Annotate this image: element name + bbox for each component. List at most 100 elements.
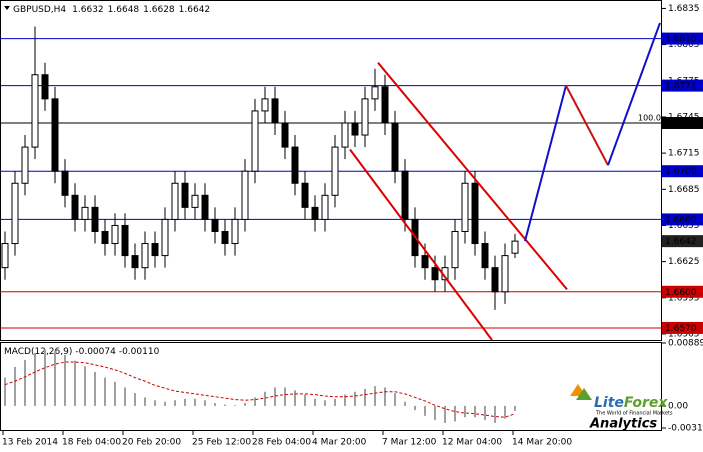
candle-body	[91, 206, 99, 232]
main-frame	[0, 0, 662, 341]
level-label-box	[662, 79, 703, 92]
macd-header: MACD(12,26,9) -0.00074 -0.00110	[4, 347, 160, 357]
candle-body	[191, 194, 199, 208]
current-price-box	[662, 235, 703, 248]
current-price: 1.6642	[665, 237, 697, 247]
candle-body	[371, 86, 379, 100]
candle-body	[361, 98, 369, 136]
header: GBPUSD,H4 1.6632 1.6648 1.6628 1.6642	[13, 5, 210, 15]
y-tick-label: 1.6685	[668, 185, 700, 195]
logo-tagline: The World of Financial Markets	[595, 411, 673, 417]
candle-body	[331, 146, 339, 196]
logo-part2: Forex	[624, 395, 668, 411]
logo-icon	[576, 388, 592, 400]
macd-main: -0.00074	[75, 347, 116, 357]
x-tick-label: 7 Mar 12:00	[382, 438, 437, 448]
forecast-segment	[524, 85, 567, 242]
candle-body	[251, 110, 259, 172]
header-low: 1.6628	[143, 5, 175, 15]
y-tick-label: 1.6655	[668, 221, 700, 231]
x-tick-label: 18 Feb 04:00	[62, 438, 121, 448]
candle-body	[181, 182, 189, 208]
candle-body	[111, 224, 119, 245]
candle-body	[1, 243, 9, 269]
candle-body	[71, 194, 79, 220]
level-label-box	[662, 32, 703, 45]
y-tick-label: 1.6625	[668, 257, 700, 267]
candle-body	[201, 194, 209, 220]
logo-part1: Lite	[594, 395, 624, 411]
macd-name: MACD(12,26,9)	[4, 347, 72, 357]
candle-body	[121, 224, 129, 257]
candle-body	[31, 74, 39, 148]
x-tick-label: 14 Mar 20:00	[512, 438, 572, 448]
candle-body	[41, 74, 49, 100]
candle-body	[81, 206, 89, 220]
y-tick-label: 1.6595	[668, 293, 700, 303]
candle-body	[351, 122, 359, 136]
candle-body	[171, 182, 179, 220]
level-label: 1.6771	[665, 82, 697, 92]
x-tick-label: 13 Feb 2014	[2, 438, 58, 448]
level-label-box	[662, 285, 703, 298]
forecast-segment	[607, 22, 661, 166]
macd-y-tick-label: 0.00889	[668, 339, 703, 349]
y-tick-label: 1.6565	[668, 329, 700, 339]
candle-body	[471, 182, 479, 245]
level-label: 1.6740	[665, 119, 697, 129]
level-label-box	[662, 165, 703, 178]
candle-body	[61, 170, 69, 196]
candle-body	[271, 98, 279, 124]
candle-body	[141, 243, 149, 269]
candle-body	[341, 122, 349, 148]
level-label-box	[662, 213, 703, 226]
x-tick-label: 12 Mar 04:00	[442, 438, 502, 448]
candle-body	[321, 194, 329, 220]
candle-body	[381, 86, 389, 124]
candle-body	[301, 182, 309, 208]
x-tick-label: 20 Feb 20:00	[122, 438, 181, 448]
logo: LiteForex The World of Financial Markets…	[570, 384, 673, 432]
candle-body	[511, 240, 519, 254]
candle-body	[161, 218, 169, 257]
candle-body	[11, 182, 19, 245]
y-tick-label: 1.6805	[668, 40, 700, 50]
y-tick-label: 1.6715	[668, 149, 700, 159]
menu-arrow	[4, 6, 10, 10]
candle-body	[21, 146, 29, 184]
symbol: GBPUSD,H4	[13, 5, 66, 15]
x-tick-label: 28 Feb 04:00	[252, 438, 311, 448]
macd-signal	[4, 361, 516, 418]
logo-name: LiteForex	[594, 395, 668, 411]
header-high: 1.6648	[108, 5, 140, 15]
x-tick-label: 4 Mar 20:00	[312, 438, 367, 448]
candle-body	[241, 170, 249, 220]
candle-body	[501, 255, 509, 293]
candle-body	[261, 98, 269, 112]
candle-body	[491, 267, 499, 293]
candle-body	[451, 230, 459, 269]
candle-body	[431, 267, 439, 281]
logo-sub: Analytics	[589, 417, 657, 432]
candle-body	[131, 255, 139, 269]
candle-body	[221, 230, 229, 245]
candle-body	[231, 218, 239, 245]
y-tick-label: 1.6835	[668, 4, 700, 14]
macd-frame	[0, 342, 662, 431]
level-label-box	[662, 116, 703, 129]
header-open: 1.6632	[72, 5, 104, 15]
candle-body	[461, 182, 469, 232]
macd-signal-value: -0.00110	[119, 347, 160, 357]
candle-body	[101, 230, 109, 245]
channel-line	[377, 62, 568, 291]
macd-y-tick-label: -0.00312	[668, 424, 703, 434]
candle-body	[211, 218, 219, 232]
candle-body	[391, 122, 399, 172]
candle-body	[481, 243, 489, 269]
level-label-box	[662, 321, 703, 334]
level-label: 1.6700	[665, 167, 697, 177]
fibo-label: 100.0	[638, 113, 661, 122]
candle-body	[311, 206, 319, 220]
